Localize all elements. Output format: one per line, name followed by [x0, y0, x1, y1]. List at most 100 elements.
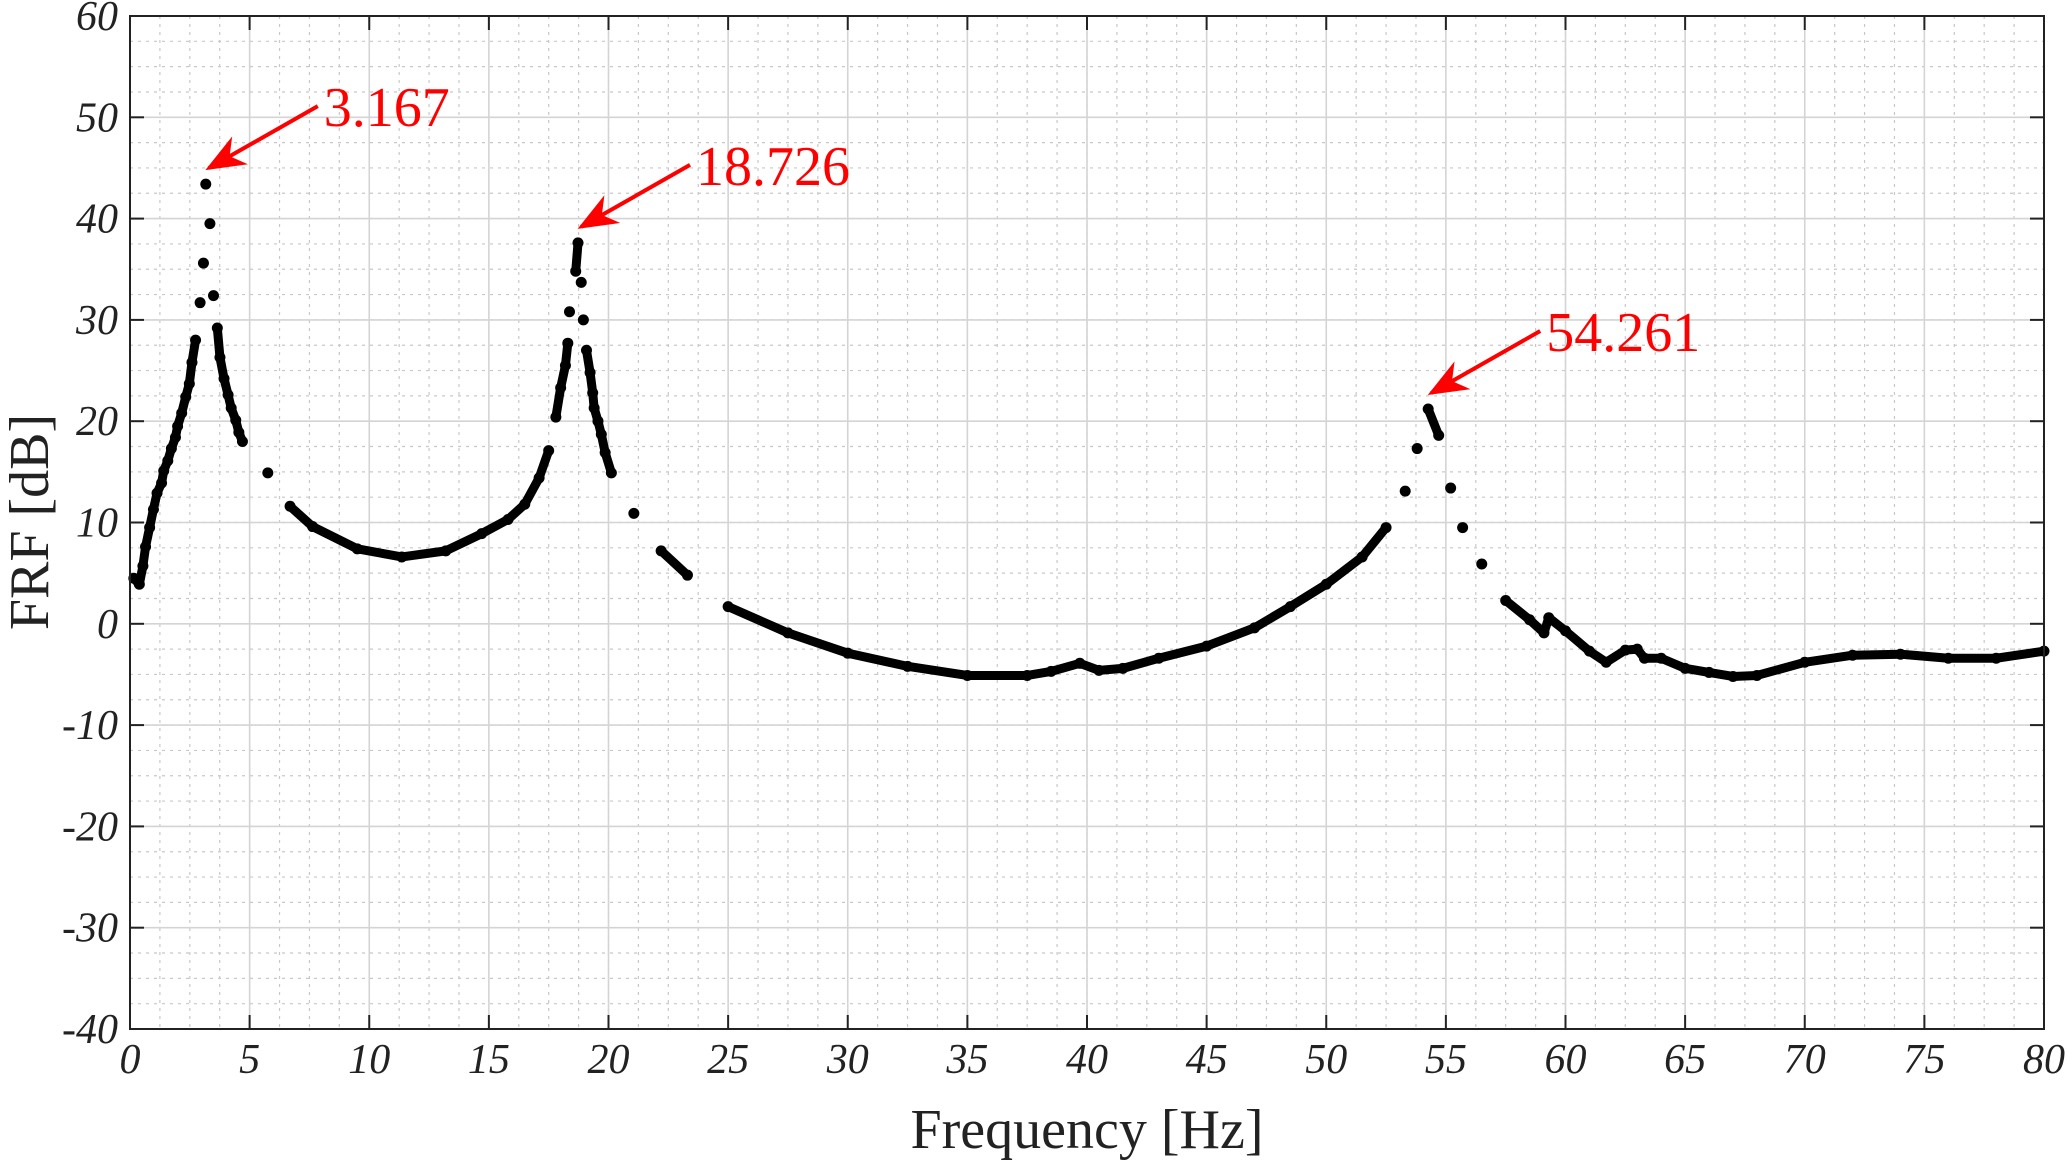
data-point	[204, 218, 216, 230]
frf-trace	[129, 238, 2049, 681]
data-point	[172, 420, 184, 432]
data-point	[1248, 622, 1260, 634]
data-point	[440, 545, 452, 557]
peak-annotations: 3.167 18.726 54.261	[205, 77, 1700, 396]
data-point	[236, 435, 248, 447]
data-point	[584, 367, 596, 379]
data-point	[1074, 657, 1086, 669]
data-point	[1727, 670, 1739, 682]
data-point	[562, 337, 574, 349]
data-point	[1117, 662, 1129, 674]
data-point	[1320, 578, 1332, 590]
x-tick-label: 30	[826, 1037, 869, 1083]
data-point	[1093, 664, 1105, 676]
grid	[129, 15, 2045, 1030]
x-tick-label: 15	[468, 1037, 510, 1083]
data-point	[575, 276, 587, 288]
y-tick-label: 20	[76, 399, 118, 445]
data-point	[580, 344, 592, 356]
data-point	[186, 356, 198, 368]
data-point	[842, 647, 854, 659]
data-point	[1631, 643, 1643, 655]
y-tick-label: 50	[76, 95, 118, 141]
data-point	[1799, 656, 1811, 668]
data-point	[151, 487, 163, 499]
data-point	[137, 560, 149, 572]
frf-series	[128, 178, 2050, 682]
data-point	[1356, 551, 1368, 563]
data-point	[147, 503, 159, 515]
data-point	[1655, 652, 1667, 664]
x-tick-label: 45	[1186, 1037, 1228, 1083]
x-tick-label: 55	[1425, 1037, 1467, 1083]
x-tick-label: 70	[1784, 1037, 1826, 1083]
data-point	[1679, 662, 1691, 674]
x-tick-label: 10	[348, 1037, 390, 1083]
data-point	[1583, 645, 1595, 657]
data-point	[588, 402, 600, 414]
data-point	[262, 467, 274, 479]
data-point	[162, 455, 174, 467]
annotation-arrow	[577, 163, 692, 229]
data-point	[222, 389, 234, 401]
data-point	[284, 500, 296, 512]
data-point	[1543, 612, 1555, 624]
data-point	[605, 467, 617, 479]
data-point	[169, 431, 181, 443]
data-point	[230, 414, 242, 426]
y-tick-label: 60	[76, 0, 118, 40]
data-point	[476, 528, 488, 540]
data-point	[550, 411, 562, 423]
data-point	[1619, 644, 1631, 656]
data-point	[1457, 522, 1469, 534]
data-point	[1433, 429, 1445, 441]
annotation-arrow	[1427, 329, 1542, 396]
data-point	[1751, 669, 1763, 681]
data-point	[1638, 652, 1650, 664]
data-point	[218, 373, 230, 385]
data-point	[144, 522, 156, 534]
data-point	[233, 426, 245, 438]
data-point	[570, 265, 582, 277]
data-point	[156, 477, 168, 489]
data-point	[519, 498, 531, 510]
data-point	[1445, 482, 1457, 494]
data-point	[307, 521, 319, 533]
y-tick-label: 10	[76, 501, 118, 547]
y-tick-label: -20	[62, 804, 118, 850]
x-tick-label: 20	[588, 1037, 630, 1083]
data-point	[599, 447, 611, 459]
x-tick-label: 25	[707, 1037, 749, 1083]
x-tick-label: 40	[1066, 1037, 1108, 1083]
data-point	[1524, 614, 1536, 626]
axis-ticks: 0 5 10 15 20 25 30 35 40 45 50 55 60 65 70 75 80 -40 -30 -2…	[62, 0, 2065, 1083]
y-tick-label: -10	[62, 703, 118, 749]
data-point	[1021, 669, 1033, 681]
y-axis-label: FRF [dB]	[0, 414, 61, 630]
data-point	[200, 178, 212, 190]
data-point	[351, 543, 363, 555]
data-point	[1284, 601, 1296, 613]
data-point	[587, 387, 599, 399]
data-point	[628, 507, 640, 519]
x-tick-label: 5	[239, 1037, 260, 1083]
data-point	[207, 290, 219, 302]
annotation-arrow	[205, 104, 319, 171]
data-point	[1600, 656, 1612, 668]
data-point	[1560, 625, 1571, 637]
data-point	[1847, 649, 1859, 661]
data-point	[133, 578, 145, 590]
y-tick-label: -30	[62, 906, 118, 952]
data-point	[183, 378, 195, 390]
x-tick-label: 75	[1903, 1037, 1945, 1083]
data-point	[543, 445, 555, 457]
data-point	[564, 306, 576, 318]
data-point	[211, 322, 223, 334]
data-point	[158, 465, 170, 477]
data-point	[1201, 640, 1213, 652]
x-axis-label: Frequency [Hz]	[911, 1099, 1264, 1161]
y-tick-label: 0	[97, 602, 118, 648]
data-point	[555, 382, 567, 394]
x-tick-label: 80	[2023, 1037, 2065, 1083]
